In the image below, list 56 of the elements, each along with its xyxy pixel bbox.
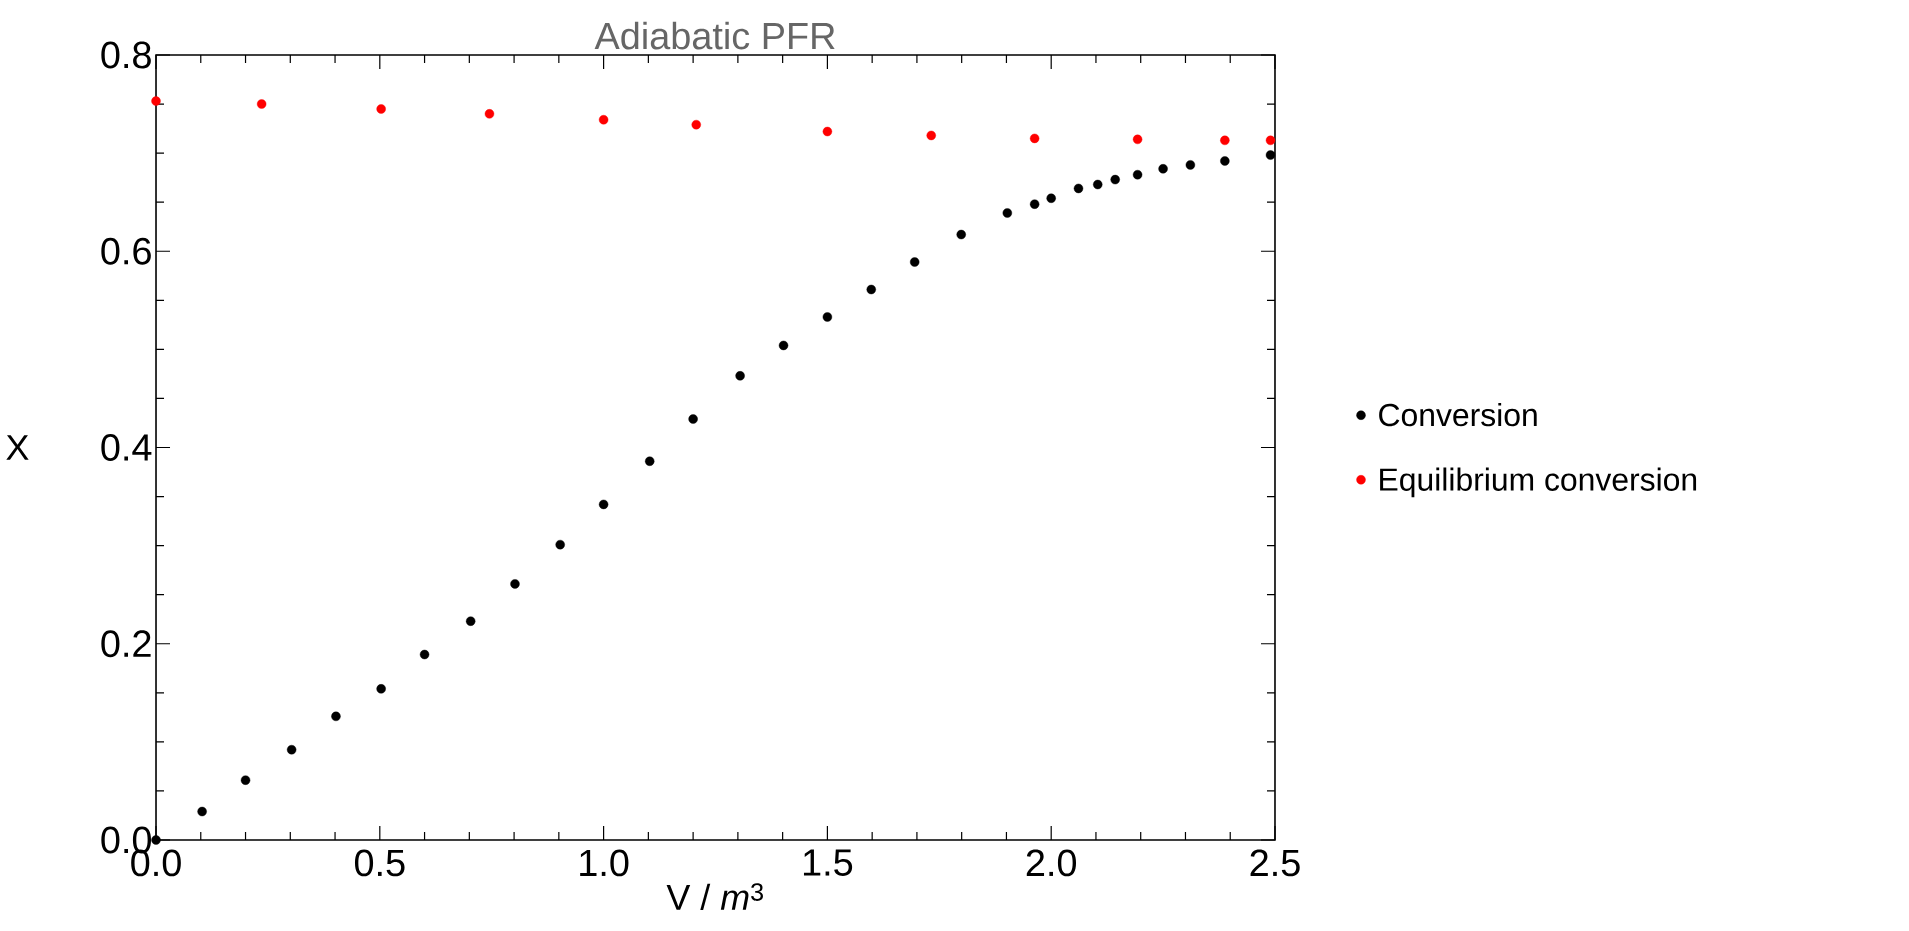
point bbox=[691, 119, 701, 130]
point bbox=[331, 711, 341, 722]
legend-label: Conversion bbox=[1379, 402, 1537, 427]
y-tick-label: 0.6 bbox=[101, 237, 151, 265]
point bbox=[598, 499, 609, 510]
legend-label: Equilibrium conversion bbox=[1380, 467, 1697, 498]
point bbox=[598, 115, 609, 125]
point bbox=[909, 257, 920, 267]
x-tick-label: 1.0 bbox=[580, 849, 629, 877]
point bbox=[1002, 208, 1013, 218]
point bbox=[1073, 183, 1084, 194]
point bbox=[1220, 156, 1230, 166]
point bbox=[1220, 135, 1230, 146]
point bbox=[256, 99, 267, 109]
point bbox=[1132, 134, 1143, 145]
point bbox=[197, 806, 207, 817]
point bbox=[286, 745, 297, 755]
point bbox=[778, 340, 789, 351]
x-tick-label: 2.5 bbox=[1250, 849, 1300, 877]
point bbox=[645, 456, 655, 466]
point bbox=[1046, 193, 1056, 203]
point bbox=[688, 414, 698, 424]
point bbox=[419, 649, 430, 660]
point bbox=[1093, 179, 1103, 190]
y-axis-title: X bbox=[6, 435, 29, 460]
x-tick-label: 0.5 bbox=[354, 849, 405, 877]
chart-title: Adiabatic PFR bbox=[594, 21, 835, 50]
point bbox=[1158, 164, 1168, 174]
y-tick-label: 0.2 bbox=[101, 630, 151, 658]
point bbox=[510, 579, 520, 589]
point bbox=[1265, 150, 1276, 160]
point bbox=[1029, 199, 1040, 209]
point bbox=[1110, 174, 1120, 185]
point bbox=[822, 126, 833, 137]
point bbox=[866, 284, 876, 295]
point bbox=[822, 312, 833, 322]
point bbox=[240, 775, 251, 785]
point bbox=[151, 835, 161, 845]
point bbox=[926, 130, 936, 141]
point bbox=[1132, 170, 1143, 180]
point bbox=[555, 539, 565, 550]
y-tick-label: 0.8 bbox=[101, 41, 151, 69]
point bbox=[484, 109, 495, 119]
y-tick-label: 0.4 bbox=[101, 434, 152, 461]
point bbox=[1185, 160, 1196, 170]
x-tick-label: 1.5 bbox=[803, 849, 853, 876]
point bbox=[956, 229, 966, 240]
x-tick-label: 2.0 bbox=[1026, 849, 1077, 877]
point bbox=[465, 616, 476, 626]
point bbox=[735, 371, 745, 381]
x-axis-title: V / m$^{3}$ bbox=[666, 883, 763, 911]
point bbox=[376, 104, 386, 114]
point bbox=[1265, 135, 1276, 146]
point bbox=[151, 96, 161, 106]
point bbox=[1029, 133, 1040, 144]
point bbox=[376, 684, 386, 694]
